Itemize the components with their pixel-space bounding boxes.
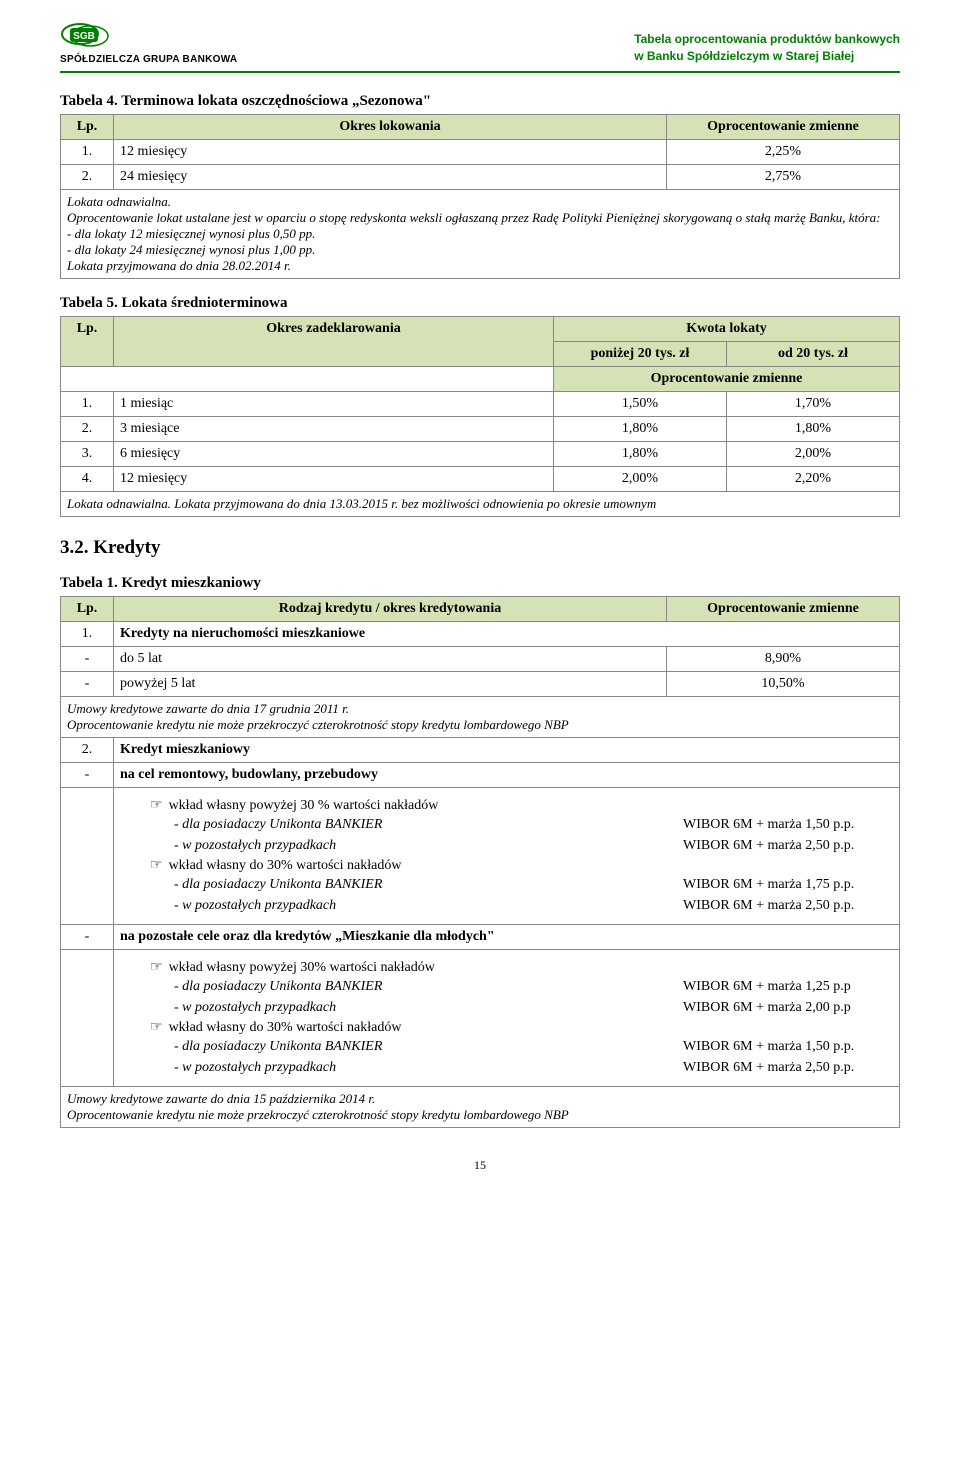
- header-right: Tabela oprocentowania produktów bankowyc…: [634, 31, 900, 65]
- table-row: ☞wkład własny powyżej 30% wartości nakła…: [61, 950, 900, 1087]
- table1k-title: Tabela 1. Kredyt mieszkaniowy: [60, 575, 900, 592]
- table5-title: Tabela 5. Lokata średnioterminowa: [60, 295, 900, 312]
- table-row: 2. Kredyt mieszkaniowy: [61, 738, 900, 763]
- th-oproc: Oprocentowanie zmienne: [554, 367, 900, 392]
- table5: Lp. Okres zadeklarowania Kwota lokaty po…: [60, 316, 900, 517]
- table-row: Lokata odnawialna. Oprocentowanie lokat …: [61, 190, 900, 279]
- table4-title: Tabela 4. Terminowa lokata oszczędnościo…: [60, 93, 900, 110]
- table-row: - na pozostałe cele oraz dla kredytów „M…: [61, 925, 900, 950]
- table-row: 2. 3 miesiące 1,80% 1,80%: [61, 417, 900, 442]
- th-rodzaj: Rodzaj kredytu / okres kredytowania: [114, 597, 667, 622]
- table-row: - na cel remontowy, budowlany, przebudow…: [61, 763, 900, 788]
- th-ponizej: poniżej 20 tys. zł: [554, 342, 727, 367]
- logo-text: SPÓŁDZIELCZA GRUPA BANKOWA: [60, 54, 237, 65]
- th-oproc: Oprocentowanie zmienne: [667, 597, 900, 622]
- header-title-2: w Banku Spółdzielczym w Starej Białej: [634, 48, 900, 65]
- table-row: 4. 12 miesięcy 2,00% 2,20%: [61, 467, 900, 492]
- table-row: - powyżej 5 lat 10,50%: [61, 672, 900, 697]
- section-3-2-title: 3.2. Kredyty: [60, 537, 900, 559]
- table-row: Lokata odnawialna. Lokata przyjmowana do…: [61, 492, 900, 517]
- table-row: 1. 1 miesiąc 1,50% 1,70%: [61, 392, 900, 417]
- table-row: 3. 6 miesięcy 1,80% 2,00%: [61, 442, 900, 467]
- svg-text:SGB: SGB: [73, 31, 95, 42]
- table-row: 1. 12 miesięcy 2,25%: [61, 140, 900, 165]
- th-lp: Lp.: [61, 317, 114, 367]
- table-row: ☞wkład własny powyżej 30 % wartości nakł…: [61, 788, 900, 925]
- table-row: - do 5 lat 8,90%: [61, 647, 900, 672]
- hand-icon: ☞: [150, 856, 163, 872]
- table-row: Umowy kredytowe zawarte do dnia 17 grudn…: [61, 697, 900, 738]
- sgb-logo-icon: SGB: [60, 20, 130, 52]
- hand-icon: ☞: [150, 796, 163, 812]
- table4: Lp. Okres lokowania Oprocentowanie zmien…: [60, 114, 900, 279]
- table-row: 2. 24 miesięcy 2,75%: [61, 165, 900, 190]
- table1-kredyt: Lp. Rodzaj kredytu / okres kredytowania …: [60, 596, 900, 1128]
- hand-icon: ☞: [150, 958, 163, 974]
- table-row: 1. Kredyty na nieruchomości mieszkaniowe: [61, 622, 900, 647]
- th-lp: Lp.: [61, 115, 114, 140]
- header-title-1: Tabela oprocentowania produktów bankowyc…: [634, 31, 900, 48]
- table-row: Umowy kredytowe zawarte do dnia 15 paźdz…: [61, 1087, 900, 1128]
- hand-icon: ☞: [150, 1018, 163, 1034]
- th-od: od 20 tys. zł: [727, 342, 900, 367]
- page-header: SGB SPÓŁDZIELCZA GRUPA BANKOWA Tabela op…: [60, 20, 900, 73]
- th-kwota: Kwota lokaty: [554, 317, 900, 342]
- th-oproc: Oprocentowanie zmienne: [667, 115, 900, 140]
- th-okres: Okres lokowania: [114, 115, 667, 140]
- th-lp: Lp.: [61, 597, 114, 622]
- logo-block: SGB SPÓŁDZIELCZA GRUPA BANKOWA: [60, 20, 237, 65]
- page-number: 15: [60, 1158, 900, 1173]
- th-okres: Okres zadeklarowania: [114, 317, 554, 367]
